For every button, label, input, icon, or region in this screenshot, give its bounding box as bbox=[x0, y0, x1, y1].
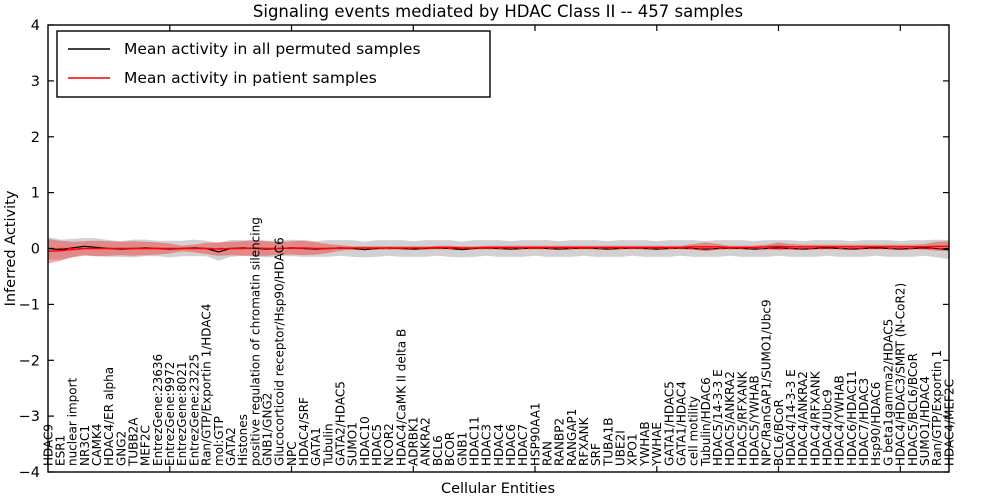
x-category-label: GATA1/HDAC4 bbox=[674, 381, 688, 466]
x-category-label: Ran/GTP/Exportin 1/HDAC4 bbox=[200, 304, 214, 466]
x-category-label: HDAC5 bbox=[370, 424, 384, 466]
x-category-label: GNG2 bbox=[114, 431, 128, 466]
x-category-label: HDAC4/RFXANK bbox=[808, 370, 822, 466]
x-category-label: EntrezGene:23225 bbox=[187, 354, 201, 466]
x-category-label: HDAC5/BCL6/BCoR bbox=[906, 353, 920, 466]
x-category-label: Tubulin bbox=[321, 423, 335, 467]
x-category-label: HDAC4/SRF bbox=[297, 397, 311, 466]
x-category-label: NPC/RanGAP1/SUMO1/Ubc9 bbox=[760, 299, 774, 466]
x-category-label: HDAC4/ER alpha bbox=[102, 367, 116, 466]
x-category-label: RAN bbox=[541, 441, 555, 466]
x-category-label: GNB1/GNG2 bbox=[261, 393, 275, 466]
x-category-label: Histones bbox=[236, 414, 250, 466]
x-category-label: HDAC6/HDAC11 bbox=[845, 370, 859, 466]
x-category-label: UBE2I bbox=[614, 430, 628, 466]
legend: Mean activity in all permuted samples Me… bbox=[56, 30, 491, 98]
x-category-label: ADRBK1 bbox=[407, 416, 421, 466]
x-category-label: BCOR bbox=[443, 432, 457, 466]
x-category-label: RANGAP1 bbox=[565, 409, 579, 466]
x-category-label: ESR1 bbox=[54, 435, 68, 466]
x-category-label: NR3C1 bbox=[78, 425, 92, 466]
x-category-label: HDAC4/MEF2C bbox=[942, 379, 956, 466]
x-category-label: GATA2/HDAC5 bbox=[334, 381, 348, 466]
x-category-label: HDAC7/HDAC3 bbox=[857, 378, 871, 466]
x-category-label: Glucocorticoid receptor/Hsp90/HDAC6 bbox=[273, 237, 287, 466]
x-category-label: nuclear import bbox=[66, 377, 80, 466]
x-category-label: HDAC7 bbox=[516, 424, 530, 466]
x-category-label: HDAC5/RFXANK bbox=[735, 370, 749, 466]
x-category-label: Hsp90/HDAC6 bbox=[869, 382, 883, 466]
x-category-label: SUMO1/HDAC4 bbox=[918, 376, 932, 466]
x-category-label: Tubulin/HDAC6 bbox=[699, 377, 713, 467]
y-tick-label: 0 bbox=[31, 242, 40, 258]
x-category-label: HDAC4/ANKRA2 bbox=[796, 371, 810, 466]
x-category-label: cell motility bbox=[687, 396, 701, 466]
x-category-label: HDAC4/HDAC3/SMRT (N-CoR2) bbox=[894, 283, 908, 466]
x-category-label: HDAC3 bbox=[480, 424, 494, 466]
x-category-label: HDAC5/ANKRA2 bbox=[723, 371, 737, 466]
x-category-label: CAMK4 bbox=[90, 424, 104, 466]
x-category-label: SRF bbox=[589, 443, 603, 466]
y-tick-label: −4 bbox=[19, 465, 40, 481]
x-category-label: YWHAE bbox=[650, 422, 664, 467]
y-tick-label: −3 bbox=[19, 409, 40, 425]
x-category-label: Ran/GTP/Exportin 1 bbox=[930, 350, 944, 466]
x-category-label: HDAC4/YWHAB bbox=[833, 375, 847, 466]
x-category-label: HDAC4/Ubc9 bbox=[821, 389, 835, 466]
x-category-label: GATA1 bbox=[309, 427, 323, 466]
x-category-label: MEF2C bbox=[139, 425, 153, 466]
y-tick-label: 3 bbox=[31, 74, 40, 90]
y-tick-label: −2 bbox=[19, 353, 40, 369]
x-category-label: HDAC10 bbox=[358, 416, 372, 466]
x-category-label: G beta1gamma2/HDAC5 bbox=[881, 319, 895, 466]
x-category-label: HDAC9 bbox=[41, 424, 55, 466]
x-category-label: XPO1 bbox=[626, 433, 640, 466]
legend-label-patient: Mean activity in patient samples bbox=[124, 69, 377, 87]
x-category-label: HDAC4 bbox=[492, 424, 506, 466]
y-tick-label: 4 bbox=[31, 18, 40, 34]
y-tick-label: 1 bbox=[31, 186, 40, 202]
x-category-label: RFXANK bbox=[577, 416, 591, 466]
x-category-label: EntrezGene:23636 bbox=[151, 354, 165, 466]
x-category-label: ANKRA2 bbox=[419, 417, 433, 466]
x-category-label: GNB1 bbox=[455, 432, 469, 466]
x-category-label: positive regulation of chromatin silenci… bbox=[248, 217, 262, 466]
x-category-label: EntrezGene:9972 bbox=[163, 362, 177, 467]
axis-ticks bbox=[48, 24, 949, 473]
x-category-label: GATA1/HDAC5 bbox=[662, 381, 676, 466]
x-category-label: HDAC4/14-3-3 E bbox=[784, 369, 798, 466]
x-category-label: HDAC5/YWHAB bbox=[748, 375, 762, 466]
x-category-label: RANBP2 bbox=[553, 418, 567, 466]
plot-lines bbox=[47, 245, 950, 253]
y-axis-label: Inferred Activity bbox=[3, 190, 19, 306]
patient-std-band bbox=[48, 239, 949, 264]
legend-label-permuted: Mean activity in all permuted samples bbox=[124, 40, 421, 58]
x-category-label: HDAC6 bbox=[504, 424, 518, 466]
patient-mean-line bbox=[47, 245, 949, 252]
chart-title: Signaling events mediated by HDAC Class … bbox=[253, 2, 743, 21]
x-category-label: HSP90AA1 bbox=[528, 402, 542, 466]
x-axis-label: Cellular Entities bbox=[441, 481, 555, 497]
legend-box bbox=[56, 30, 491, 98]
x-category-label: BCL6 bbox=[431, 435, 445, 466]
x-category-label: SUMO1 bbox=[346, 422, 360, 466]
x-category-label: mol:GTP bbox=[212, 416, 226, 466]
x-category-label: TUBA1B bbox=[601, 418, 615, 467]
x-category-label: BCL6/BCoR bbox=[772, 399, 786, 466]
x-category-label: HDAC5/14-3-3 E bbox=[711, 369, 725, 466]
x-category-label: TUBB2A bbox=[127, 417, 141, 467]
y-tick-labels: −4 −3 −2 −1 0 1 2 3 4 bbox=[19, 18, 40, 481]
x-category-label: NPC bbox=[285, 441, 299, 466]
y-tick-label: 2 bbox=[31, 130, 40, 146]
x-category-label: GATA2 bbox=[224, 427, 238, 466]
x-category-label: EntrezGene:8021 bbox=[175, 362, 189, 467]
x-category-label: HDAC4/CaMK II delta B bbox=[394, 329, 408, 466]
x-category-label: YWHAB bbox=[638, 421, 652, 467]
x-category-label: HDAC11 bbox=[467, 416, 481, 466]
y-tick-label: −1 bbox=[19, 297, 40, 313]
x-category-label: NCOR2 bbox=[382, 423, 396, 466]
